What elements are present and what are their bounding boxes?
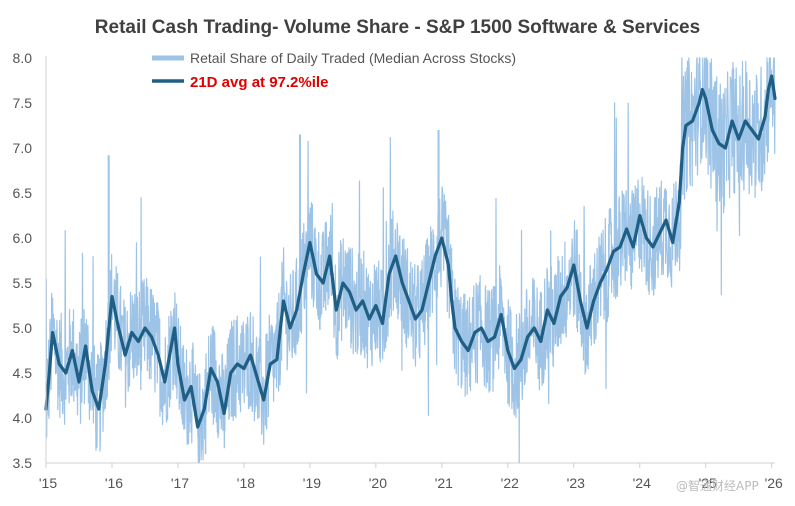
x-tick-label: '15 (39, 475, 57, 491)
x-tick-label: '20 (369, 475, 387, 491)
x-tick-label: '18 (237, 475, 255, 491)
avg-21d-line (44, 74, 777, 429)
axes (45, 56, 775, 464)
tick-labels: 8.0 7.5 7.0 6.5 6.0 5.5 5.0 4.5 4.0 3.5 '15 '16 '17 '… (13, 50, 784, 491)
daily-share-line (45, 57, 776, 464)
chart-title: Retail Cash Trading- Volume Share - S&P … (94, 17, 701, 38)
y-tick-label: 4.0 (13, 410, 33, 426)
x-tick-label: '25 (699, 475, 717, 491)
y-tick-label: 8.0 (13, 50, 33, 66)
y-tick-label: 4.5 (13, 365, 33, 381)
x-tick-label: '19 (303, 475, 321, 491)
y-tick-label: 7.0 (13, 140, 33, 156)
legend-daily-label: Retail Share of Daily Traded (Median Acr… (190, 50, 516, 66)
y-tick-label: 6.5 (13, 185, 33, 201)
watermark: @智通财经APP (676, 478, 759, 493)
legend-avg-label: 21D avg at 97.2%ile (190, 74, 328, 91)
y-tick-label: 5.5 (13, 275, 33, 291)
x-tick-label: '22 (501, 475, 519, 491)
x-tick-label: '21 (435, 475, 453, 491)
x-tick-label: '17 (171, 475, 189, 491)
y-tick-label: 3.5 (13, 455, 33, 471)
y-tick-label: 6.0 (13, 230, 33, 246)
x-tick-label: '16 (105, 475, 123, 491)
legend: Retail Share of Daily Traded (Median Acr… (152, 50, 516, 91)
x-tick-label: '23 (567, 475, 585, 491)
y-tick-label: 5.0 (13, 320, 33, 336)
y-tick-label: 7.5 (13, 95, 33, 111)
x-tick-label: '24 (633, 475, 651, 491)
avg-line-layer (44, 74, 777, 429)
daily-share-band (45, 57, 776, 464)
x-tick-label: '26 (765, 475, 783, 491)
